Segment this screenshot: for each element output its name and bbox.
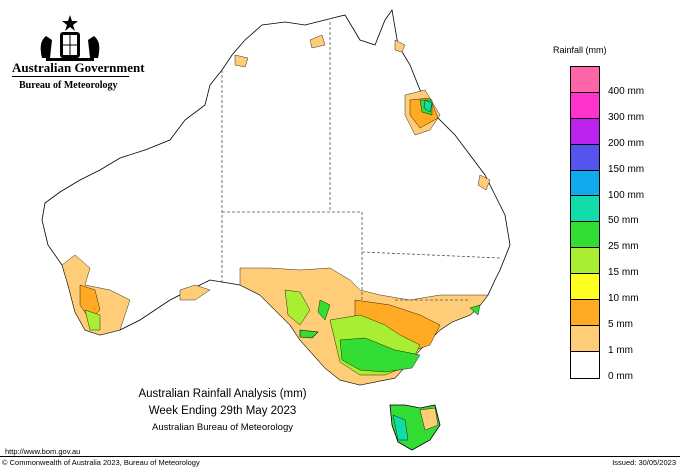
australia-mainland bbox=[41, 8, 511, 386]
legend-label: 15 mm bbox=[608, 267, 639, 279]
legend-label: 150 mm bbox=[608, 163, 645, 175]
legend-swatch bbox=[571, 248, 599, 275]
footer-divider bbox=[0, 456, 680, 457]
coat-of-arms-icon bbox=[40, 15, 100, 61]
legend-label: 200 mm bbox=[608, 137, 645, 149]
legend-label: 5 mm bbox=[608, 319, 633, 330]
legend-swatch bbox=[571, 196, 599, 223]
header-divider bbox=[12, 76, 129, 77]
legend-label: 25 mm bbox=[608, 241, 639, 253]
legend-label: 10 mm bbox=[608, 293, 639, 305]
legend-swatch bbox=[571, 170, 599, 197]
legend-swatch bbox=[571, 351, 599, 378]
government-name: Australian Government bbox=[12, 60, 145, 75]
legend-label: 300 mm bbox=[608, 111, 645, 123]
legend-label: 50 mm bbox=[608, 215, 639, 227]
bureau-name: Bureau of Meteorology bbox=[19, 80, 118, 91]
map-title: Australian Rainfall Analysis (mm) bbox=[138, 388, 307, 400]
state-borders bbox=[221, 22, 501, 301]
legend-label: 0 mm bbox=[608, 370, 633, 382]
legend-swatch bbox=[571, 144, 599, 171]
legend-swatch bbox=[571, 92, 599, 119]
legend-swatch bbox=[571, 300, 599, 326]
map-subtitle: Week Ending 29th May 2023 bbox=[148, 405, 297, 417]
website-link[interactable]: http://www.bom.gov.au bbox=[5, 447, 81, 456]
legend-swatch bbox=[571, 67, 599, 93]
map-source: Australian Bureau of Meteorology bbox=[152, 422, 293, 433]
rainfall-legend bbox=[570, 66, 600, 379]
legend-label: 100 mm bbox=[608, 189, 645, 201]
legend-title: Rainfall (mm) bbox=[553, 45, 607, 55]
legend-swatch bbox=[571, 222, 599, 249]
legend-swatch bbox=[571, 274, 599, 301]
legend-label: 400 mm bbox=[608, 85, 645, 97]
legend-swatch bbox=[571, 118, 599, 145]
issued-date: Issued: 30/05/2023 bbox=[612, 458, 676, 467]
legend-label: 1 mm bbox=[608, 344, 633, 356]
legend-swatch bbox=[571, 325, 599, 352]
copyright-text: © Commonwealth of Australia 2023, Bureau… bbox=[2, 458, 200, 467]
